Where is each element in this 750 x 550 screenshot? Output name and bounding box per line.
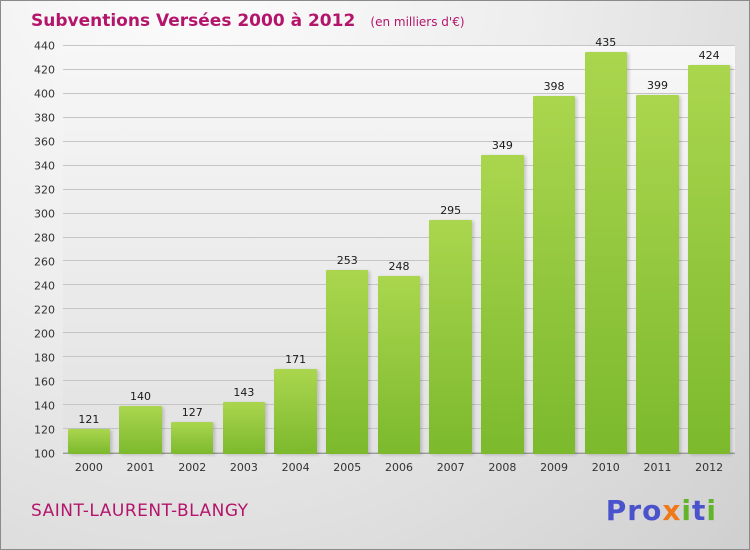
x-tick-label: 2000 [74, 461, 103, 474]
bar-slot: 349 2008 [477, 46, 529, 474]
gridline [63, 116, 735, 118]
gridline [63, 188, 735, 190]
x-tick-label: 2002 [178, 461, 207, 474]
bar-slot: 399 2011 [632, 46, 684, 474]
y-tick-label: 420 [34, 63, 55, 77]
bar-2010 [584, 52, 627, 454]
bar-slot: 143 2003 [218, 46, 270, 474]
chart-subtitle: (en milliers d'€) [370, 15, 465, 29]
gridline [63, 212, 735, 214]
gridline [63, 260, 735, 262]
y-tick-label: 320 [34, 183, 55, 197]
x-tick-label: 2009 [540, 461, 569, 474]
bar-slot: 435 2010 [580, 36, 632, 474]
y-axis: 100 120 140 160 180 200 220 240 260 280 300 320 340 3… [1, 41, 55, 460]
y-tick-label: 340 [34, 159, 55, 173]
bar-2000 [67, 428, 111, 454]
municipality-label: SAINT-LAURENT-BLANGY [31, 501, 249, 521]
gridline [63, 140, 735, 142]
gridline [63, 236, 735, 238]
chart-title: Subventions Versées 2000 à 2012 [31, 11, 356, 31]
bar-2001 [119, 406, 162, 454]
bar-value-label: 399 [646, 79, 668, 93]
bar-2003 [222, 402, 266, 454]
bar-2008 [481, 155, 524, 454]
y-tick-label: 380 [34, 111, 55, 125]
logo-letter: r [627, 494, 643, 527]
bar-value-label: 143 [233, 386, 255, 400]
bar-2007 [429, 220, 472, 454]
bar-2011 [636, 95, 679, 454]
y-tick-label: 180 [34, 351, 55, 365]
bar-value-label: 435 [595, 36, 617, 49]
bar-value-label: 349 [491, 139, 513, 153]
bar-value-label: 140 [130, 390, 152, 403]
logo-letter: P [605, 494, 628, 527]
x-tick-label: 2010 [591, 461, 620, 474]
bar-value-label: 295 [440, 204, 462, 217]
bar-slot: 127 2002 [166, 46, 218, 474]
y-tick-label: 160 [34, 375, 55, 389]
x-tick-label: 2001 [126, 461, 155, 474]
bar-value-label: 171 [285, 352, 307, 366]
y-tick-label: 100 [34, 447, 55, 461]
x-tick-label: 2011 [643, 461, 672, 474]
logo-letter: i [681, 494, 692, 527]
x-tick-label: 2003 [229, 461, 258, 474]
bar-value-label: 424 [698, 49, 720, 63]
bar-value-label: 248 [388, 260, 410, 274]
bar-slot: 248 2006 [373, 46, 425, 474]
bar-2012 [687, 65, 731, 454]
logo-letter: x [662, 494, 682, 527]
logo-letter: o [642, 494, 663, 527]
x-tick-label: 2008 [488, 461, 517, 474]
y-tick-label: 220 [34, 303, 55, 317]
y-tick-label: 140 [34, 399, 55, 413]
y-tick-label: 300 [34, 207, 55, 221]
logo-letter: i [706, 494, 717, 527]
x-tick-label: 2006 [384, 461, 413, 474]
bar-slot: 253 2005 [321, 46, 373, 474]
bar-2006 [377, 276, 421, 454]
bar-2005 [326, 270, 369, 454]
logo-letter: t [692, 494, 707, 527]
bar-slot: 295 2007 [425, 46, 477, 474]
bar-slot: 140 2001 [115, 46, 167, 474]
proxiti-logo[interactable]: Proxiti [606, 494, 717, 527]
bar-slot: 398 2009 [528, 46, 580, 474]
y-tick-label: 260 [34, 255, 55, 269]
bar-2009 [532, 96, 576, 454]
bar-value-label: 121 [78, 412, 100, 426]
y-tick-label: 440 [34, 39, 55, 53]
x-tick-label: 2004 [281, 461, 310, 474]
y-tick-label: 400 [34, 87, 55, 101]
bar-slot: 171 2004 [270, 46, 322, 474]
y-tick-label: 120 [34, 423, 55, 437]
chart-header: Subventions Versées 2000 à 2012 (en mill… [31, 11, 465, 31]
bar-slot: 121 2000 [63, 46, 115, 474]
x-tick-label: 2012 [695, 461, 724, 474]
bar-value-label: 253 [336, 254, 358, 268]
gridline [63, 92, 735, 94]
bar-value-label: 127 [181, 405, 203, 419]
gridline [63, 68, 735, 70]
bar-value-label: 398 [543, 80, 565, 94]
y-tick-label: 360 [34, 135, 55, 149]
y-tick-label: 200 [34, 327, 55, 341]
bar-2002 [171, 421, 214, 454]
x-tick-label: 2005 [333, 461, 362, 474]
bar-2004 [274, 368, 317, 454]
bar-slot: 424 2012 [683, 46, 735, 474]
gridline [63, 164, 735, 166]
y-tick-label: 240 [34, 279, 55, 293]
y-tick-label: 280 [34, 231, 55, 245]
x-tick-label: 2007 [436, 461, 465, 474]
gridline [63, 45, 735, 46]
bars-layer: 121 2000 140 2001 127 2002 143 2003 171 2004 253 20… [63, 36, 735, 474]
